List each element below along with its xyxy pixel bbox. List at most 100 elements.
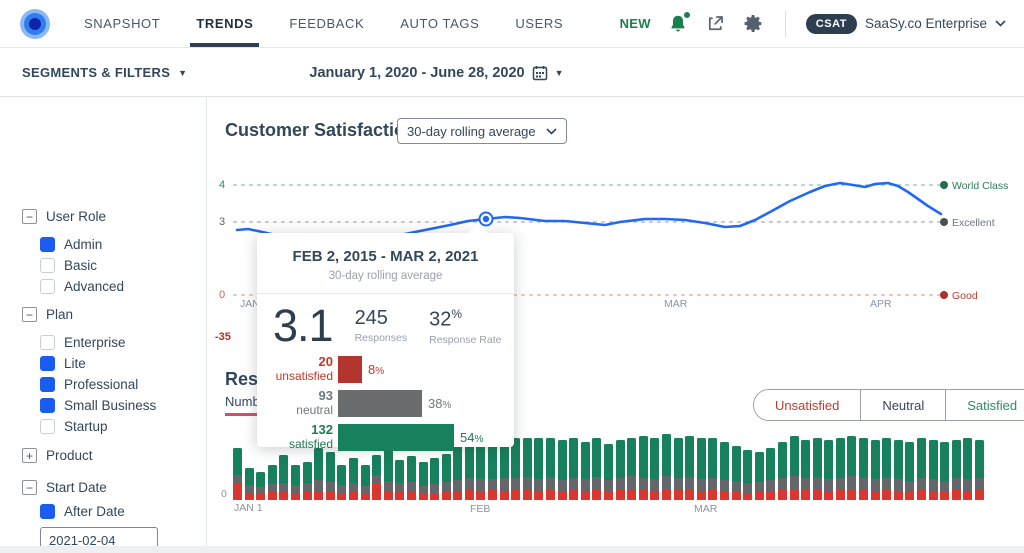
stacked-bar[interactable]: [453, 445, 463, 500]
stacked-bar[interactable]: [302, 462, 312, 500]
stacked-bar[interactable]: [870, 440, 880, 500]
stacked-bar[interactable]: [696, 438, 706, 500]
collapse-expander-icon[interactable]: −: [22, 209, 37, 224]
checkbox[interactable]: [40, 237, 55, 252]
stacked-bar[interactable]: [789, 436, 799, 500]
stacked-bar[interactable]: [754, 452, 764, 500]
filter-option-startup[interactable]: Startup: [40, 419, 108, 434]
stacked-bar[interactable]: [893, 440, 903, 500]
stacked-bar[interactable]: [418, 462, 428, 500]
checkbox[interactable]: [40, 504, 55, 519]
tab-users[interactable]: USERS: [515, 16, 564, 31]
stacked-bar[interactable]: [244, 468, 254, 500]
filter-option-professional[interactable]: Professional: [40, 377, 138, 392]
filter-option-small-business[interactable]: Small Business: [40, 398, 156, 413]
stacked-bar[interactable]: [534, 438, 544, 500]
stacked-bar[interactable]: [928, 440, 938, 500]
filter-option-basic[interactable]: Basic: [40, 258, 97, 273]
stacked-bar[interactable]: [882, 438, 892, 500]
expand-expander-icon[interactable]: +: [22, 448, 37, 463]
stacked-bar[interactable]: [801, 440, 811, 500]
filter-option-admin[interactable]: Admin: [40, 237, 102, 252]
stacked-bar[interactable]: [441, 454, 451, 500]
stacked-bar[interactable]: [522, 438, 532, 500]
stacked-bar[interactable]: [279, 455, 289, 500]
stacked-bar[interactable]: [406, 456, 416, 500]
stacked-bar[interactable]: [592, 438, 602, 500]
stacked-bar[interactable]: [975, 440, 984, 500]
stacked-bar[interactable]: [580, 442, 590, 500]
stacked-bar[interactable]: [348, 458, 358, 500]
stacked-bar[interactable]: [325, 452, 335, 500]
stacked-bar[interactable]: [951, 440, 961, 500]
filter-option-after-date[interactable]: After Date: [40, 504, 125, 519]
stacked-bar[interactable]: [360, 465, 370, 500]
stacked-bar[interactable]: [905, 442, 915, 500]
checkbox[interactable]: [40, 419, 55, 434]
stacked-bar[interactable]: [708, 438, 718, 500]
collapse-expander-icon[interactable]: −: [22, 307, 37, 322]
settings-gear-icon[interactable]: [743, 13, 765, 35]
stacked-bar[interactable]: [290, 465, 300, 500]
tab-trends[interactable]: TRENDS: [190, 0, 260, 47]
stacked-bar[interactable]: [859, 438, 869, 500]
stacked-bar[interactable]: [256, 472, 266, 500]
checkbox[interactable]: [40, 258, 55, 273]
stacked-bar[interactable]: [777, 442, 787, 500]
stacked-bar[interactable]: [731, 446, 741, 500]
stacked-bar[interactable]: [661, 434, 671, 500]
stacked-bar[interactable]: [314, 448, 324, 500]
stacked-bar[interactable]: [812, 438, 822, 500]
stacked-bar[interactable]: [615, 440, 625, 500]
stacked-bar[interactable]: [963, 438, 973, 500]
legend-satisfied-button[interactable]: Satisfied: [945, 390, 1024, 420]
stacked-bar[interactable]: [557, 440, 567, 500]
stacked-bar[interactable]: [395, 460, 405, 500]
filter-option-lite[interactable]: Lite: [40, 356, 86, 371]
stacked-bar[interactable]: [847, 436, 857, 500]
stacked-bar[interactable]: [476, 438, 486, 500]
stacked-bar[interactable]: [673, 438, 683, 500]
checkbox[interactable]: [40, 335, 55, 350]
stacked-bar[interactable]: [940, 442, 950, 500]
collapse-expander-icon[interactable]: −: [22, 480, 37, 495]
segments-filters-toggle[interactable]: SEGMENTS & FILTERS ▼: [22, 65, 187, 80]
stacked-bar[interactable]: [499, 438, 509, 500]
share-export-icon[interactable]: [705, 13, 727, 35]
stacked-bar[interactable]: [719, 442, 729, 500]
stacked-bar[interactable]: [546, 438, 556, 500]
app-logo-icon[interactable]: [20, 8, 50, 39]
stacked-bar[interactable]: [233, 448, 242, 500]
filter-option-advanced[interactable]: Advanced: [40, 279, 124, 294]
stacked-bar[interactable]: [569, 438, 579, 500]
filter-option-enterprise[interactable]: Enterprise: [40, 335, 126, 350]
checkbox[interactable]: [40, 279, 55, 294]
checkbox[interactable]: [40, 377, 55, 392]
account-menu[interactable]: CSAT SaaSy.co Enterprise: [805, 13, 1006, 34]
stacked-bar[interactable]: [824, 440, 834, 500]
stacked-bar[interactable]: [743, 450, 753, 500]
checkbox[interactable]: [40, 398, 55, 413]
tab-snapshot[interactable]: SNAPSHOT: [84, 16, 161, 31]
stacked-bar[interactable]: [627, 438, 637, 500]
stacked-bar[interactable]: [383, 448, 393, 500]
stacked-bar[interactable]: [835, 438, 845, 500]
stacked-bar[interactable]: [488, 438, 498, 500]
responses-bar-chart[interactable]: [233, 433, 993, 500]
date-range-picker[interactable]: January 1, 2020 - June 28, 2020 ▼: [309, 65, 563, 81]
stacked-bar[interactable]: [337, 465, 347, 500]
stacked-bar[interactable]: [464, 440, 474, 500]
legend-unsatisfied-button[interactable]: Unsatisfied: [754, 390, 861, 420]
stacked-bar[interactable]: [650, 438, 660, 500]
stacked-bar[interactable]: [430, 458, 440, 500]
stacked-bar[interactable]: [917, 438, 927, 500]
legend-neutral-button[interactable]: Neutral: [860, 390, 946, 420]
tab-auto-tags[interactable]: AUTO TAGS: [400, 16, 480, 31]
stacked-bar[interactable]: [766, 448, 776, 500]
rolling-average-select[interactable]: 30-day rolling average: [397, 118, 567, 144]
stacked-bar[interactable]: [267, 465, 277, 500]
stacked-bar[interactable]: [511, 438, 521, 500]
stacked-bar[interactable]: [685, 436, 695, 500]
stacked-bar[interactable]: [638, 436, 648, 500]
notifications-bell-icon[interactable]: [667, 11, 690, 35]
